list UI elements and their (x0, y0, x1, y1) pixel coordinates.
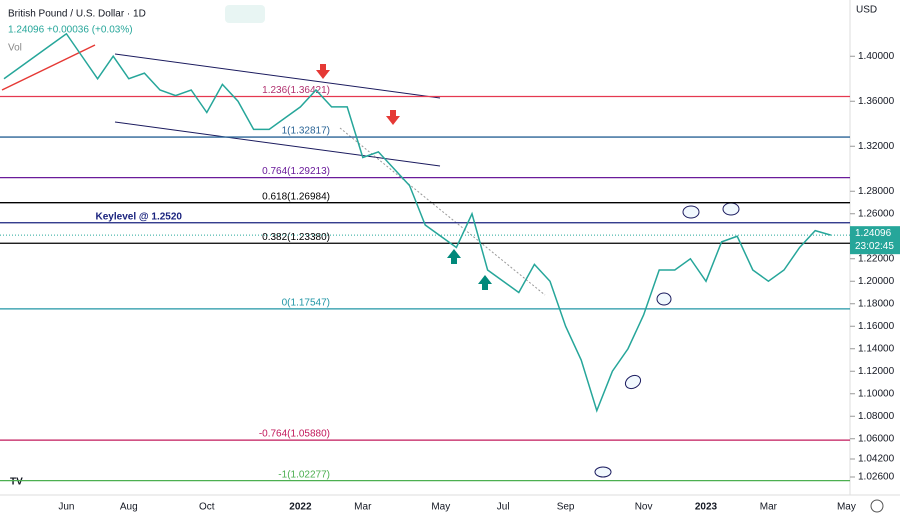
y-tick-label: 1.20000 (858, 276, 895, 287)
y-tick-label: 1.02600 (858, 472, 895, 483)
volume-label: Vol (8, 43, 22, 54)
dotted-line (339, 127, 546, 296)
price-line (3, 32, 832, 413)
x-tick-label: Mar (760, 502, 778, 513)
down-arrow (386, 110, 400, 125)
level-label: 0.618(1.26984) (262, 191, 330, 202)
down-arrow (316, 64, 330, 79)
y-tick-label: 1.22000 (858, 253, 895, 264)
y-tick-label: 1.10000 (858, 388, 895, 399)
y-tick-label: 1.18000 (858, 298, 895, 309)
up-arrow (478, 275, 492, 290)
ellipse (624, 374, 642, 390)
x-tick-label: Jun (58, 502, 74, 513)
channel-line (114, 53, 441, 99)
x-tick-label: Oct (199, 502, 215, 513)
level-label: 0.382(1.23380) (262, 232, 330, 243)
x-tick-label: 2022 (289, 502, 312, 513)
level-label: -1(1.02277) (278, 469, 330, 480)
x-tick-label: 2023 (695, 502, 718, 513)
y-tick-label: 1.16000 (858, 321, 895, 332)
currency-label: USD (856, 5, 877, 16)
price-change: 1.24096 +0.00036 (+0.03%) (8, 25, 133, 36)
x-tick-label: Mar (354, 502, 372, 513)
y-tick-label: 1.36000 (858, 96, 895, 107)
level-label: 1.236(1.36421) (262, 85, 330, 96)
ellipse (722, 202, 740, 216)
countdown: 23:02:45 (855, 241, 894, 252)
y-tick-label: 1.06000 (858, 433, 895, 444)
x-tick-label: May (431, 502, 450, 513)
y-tick-label: 1.04200 (858, 454, 895, 465)
y-tick-label: 1.28000 (858, 186, 895, 197)
level-label: 0.764(1.29213) (262, 166, 330, 177)
y-tick-label: 1.12000 (858, 366, 895, 377)
level-label: -0.764(1.05880) (259, 429, 330, 440)
up-arrow (447, 249, 461, 264)
status-badge (225, 5, 265, 23)
x-tick-label: May (837, 502, 856, 513)
level-label: 1(1.32817) (282, 126, 330, 137)
y-tick-label: 1.40000 (858, 51, 895, 62)
price-tag (850, 226, 900, 255)
y-tick-label: 1.08000 (858, 411, 895, 422)
x-tick-label: Aug (120, 502, 138, 513)
logo: TV (10, 477, 23, 488)
ellipse (656, 292, 672, 306)
chart-title: British Pound / U.S. Dollar · 1D (8, 9, 146, 20)
y-tick-label: 1.32000 (858, 141, 895, 152)
y-tick-label: 1.14000 (858, 343, 895, 354)
level-label: 0(1.17547) (282, 297, 330, 308)
channel-line (114, 121, 441, 167)
price-tag-label: 1.24096 (855, 228, 892, 239)
ellipse (682, 205, 700, 219)
y-tick-label: 1.26000 (858, 208, 895, 219)
ellipse (594, 466, 612, 478)
settings-icon[interactable] (870, 499, 884, 513)
x-tick-label: Nov (635, 502, 653, 513)
level-label: Keylevel @ 1.2520 (96, 211, 183, 222)
x-tick-label: Jul (497, 502, 510, 513)
x-tick-label: Sep (557, 502, 575, 513)
